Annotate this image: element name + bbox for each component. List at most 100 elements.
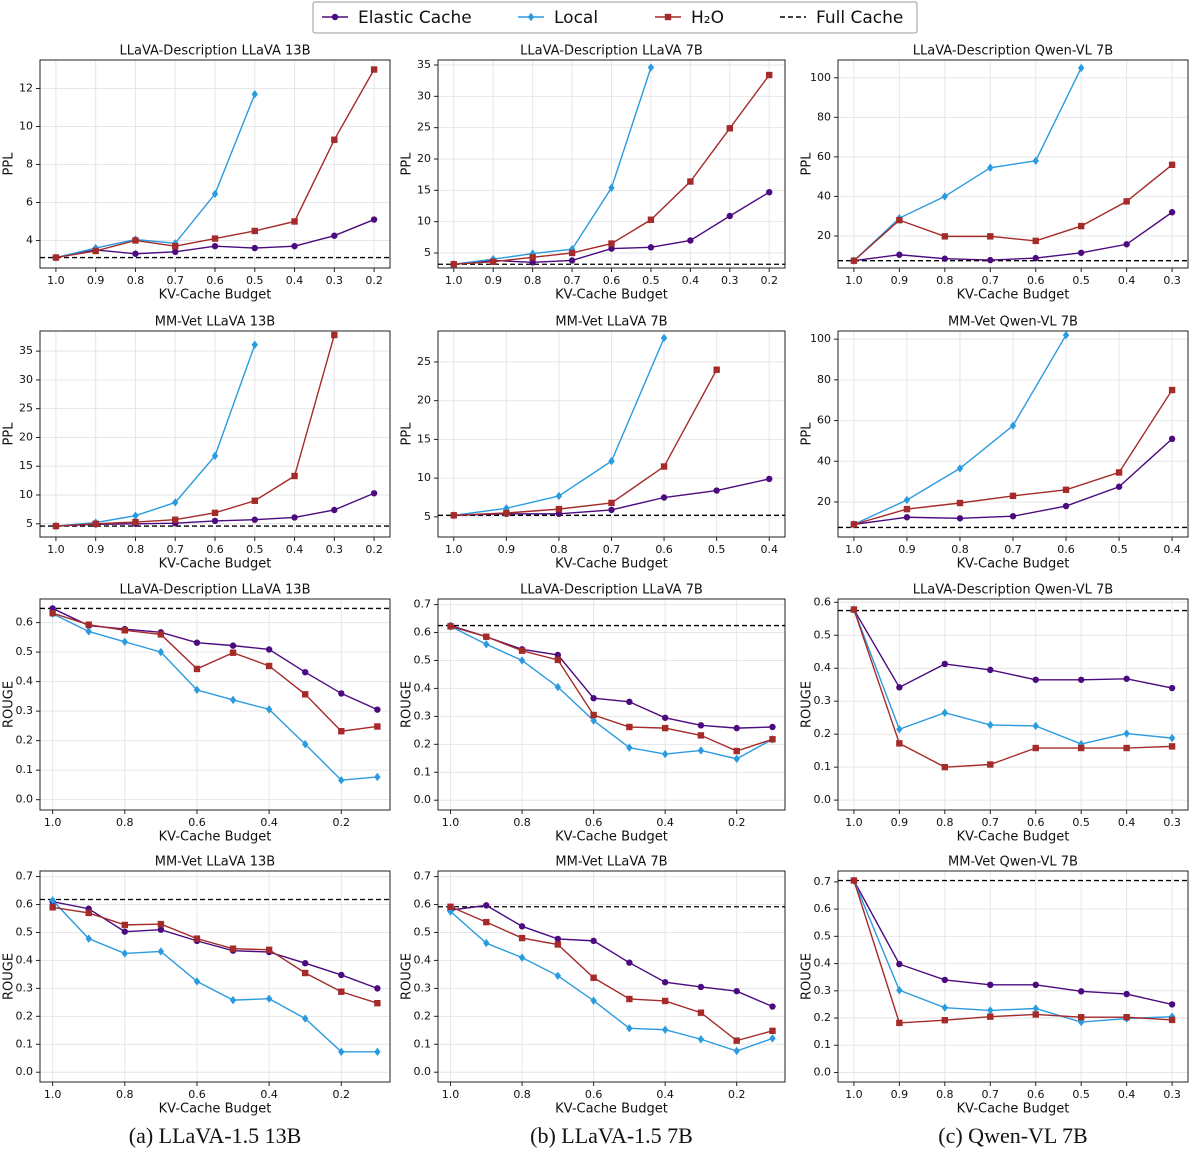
data-point (1077, 63, 1085, 73)
data-point (1062, 486, 1070, 493)
data-point (1009, 421, 1017, 430)
y-tick-label: 15 (417, 432, 431, 445)
data-point (896, 216, 903, 224)
y-axis-label: ROUGE (800, 953, 815, 1000)
data-point (338, 988, 345, 995)
data-point (956, 464, 964, 473)
data-point (1168, 161, 1176, 168)
x-tick-label: 0.8 (550, 543, 568, 556)
data-point (265, 646, 273, 653)
x-tick-label: 1.0 (47, 274, 65, 287)
data-point (331, 331, 338, 339)
y-tick-label: 0.4 (414, 953, 432, 966)
data-point (647, 244, 655, 251)
data-point (211, 451, 219, 461)
y-tick-label: 0.4 (814, 661, 832, 674)
chart-title: MM-Vet Qwen-VL 7B (948, 855, 1078, 870)
data-point (987, 720, 994, 730)
y-tick-label: 0.3 (814, 984, 832, 997)
data-point (211, 235, 219, 242)
data-point (1032, 237, 1039, 245)
y-tick-label: 0.2 (414, 1009, 432, 1022)
y-tick-label: 0.0 (814, 1065, 832, 1078)
x-tick-label: 0.8 (513, 816, 531, 829)
y-tick-label: 40 (817, 454, 831, 467)
series-line (853, 880, 1173, 1024)
data-point (157, 631, 165, 638)
x-tick-label: 0.4 (682, 274, 700, 287)
y-tick-label: 20 (417, 152, 431, 165)
data-point (555, 491, 563, 501)
data-point (251, 340, 258, 350)
x-tick-label: 0.6 (1057, 543, 1075, 556)
y-tick-label: 25 (19, 402, 33, 415)
y-tick-label: 0.7 (16, 870, 34, 883)
plot-frame (437, 330, 786, 538)
x-tick-label: 0.5 (246, 543, 264, 556)
x-axis-label: KV-Cache Budget (555, 830, 668, 845)
data-point (374, 985, 381, 992)
data-point (660, 333, 668, 343)
x-tick-label: 0.8 (936, 816, 954, 829)
x-tick-label: 0.9 (484, 274, 502, 287)
chart-title: MM-Vet LLaVA 13B (155, 855, 275, 870)
y-tick-label: 0.5 (16, 925, 34, 938)
y-tick-label: 0.5 (814, 929, 832, 942)
series-line (853, 880, 1173, 1006)
x-axis-label: KV-Cache Budget (957, 557, 1070, 572)
x-axis-label: KV-Cache Budget (159, 830, 272, 845)
x-tick-label: 0.7 (166, 543, 184, 556)
legend-label: H₂O (691, 8, 724, 28)
data-point (987, 981, 994, 989)
x-tick-label: 0.5 (1072, 274, 1090, 287)
legend-marker (331, 13, 339, 21)
series-line (52, 906, 378, 1004)
y-tick-label: 0.5 (16, 645, 34, 658)
x-tick-label: 1.0 (445, 543, 463, 556)
data-point (211, 189, 219, 199)
data-point (302, 960, 309, 967)
data-point (172, 498, 179, 507)
data-point (211, 517, 219, 525)
data-point (1009, 513, 1017, 520)
data-point (697, 732, 705, 739)
x-tick-label: 0.4 (286, 274, 304, 287)
y-tick-label: 20 (817, 495, 831, 508)
x-tick-label: 0.3 (1163, 816, 1181, 829)
data-point (1032, 156, 1039, 166)
y-axis-label: ROUGE (2, 681, 17, 728)
data-point (697, 983, 705, 991)
data-point (121, 949, 128, 958)
data-point (554, 651, 562, 659)
y-tick-label: 40 (817, 189, 831, 202)
x-tick-label: 0.8 (116, 816, 134, 829)
x-axis-label: KV-Cache Budget (555, 288, 668, 303)
data-point (661, 724, 669, 732)
y-tick-label: 20 (417, 394, 431, 407)
data-point (687, 237, 694, 244)
y-tick-label: 0.2 (814, 1011, 832, 1024)
data-point (1123, 241, 1130, 248)
y-tick-label: 80 (817, 373, 831, 386)
x-tick-label: 0.5 (1072, 816, 1090, 829)
data-point (302, 1014, 309, 1023)
series-line (450, 910, 773, 1052)
x-tick-label: 0.4 (656, 1088, 674, 1101)
series-line (853, 609, 1173, 689)
data-point (608, 240, 615, 247)
data-point (251, 89, 258, 99)
data-point (370, 216, 378, 223)
x-tick-label: 0.3 (326, 543, 344, 556)
y-axis-label: PPL (2, 422, 17, 446)
data-point (896, 725, 903, 734)
data-point (733, 1046, 740, 1056)
data-point (229, 995, 237, 1005)
x-tick-label: 0.5 (246, 274, 264, 287)
data-point (733, 1037, 740, 1044)
data-point (660, 463, 668, 470)
data-point (193, 639, 201, 646)
data-point (554, 682, 562, 692)
data-point (850, 877, 858, 884)
y-tick-label: 0.4 (16, 675, 34, 688)
x-axis-label: KV-Cache Budget (159, 288, 272, 303)
